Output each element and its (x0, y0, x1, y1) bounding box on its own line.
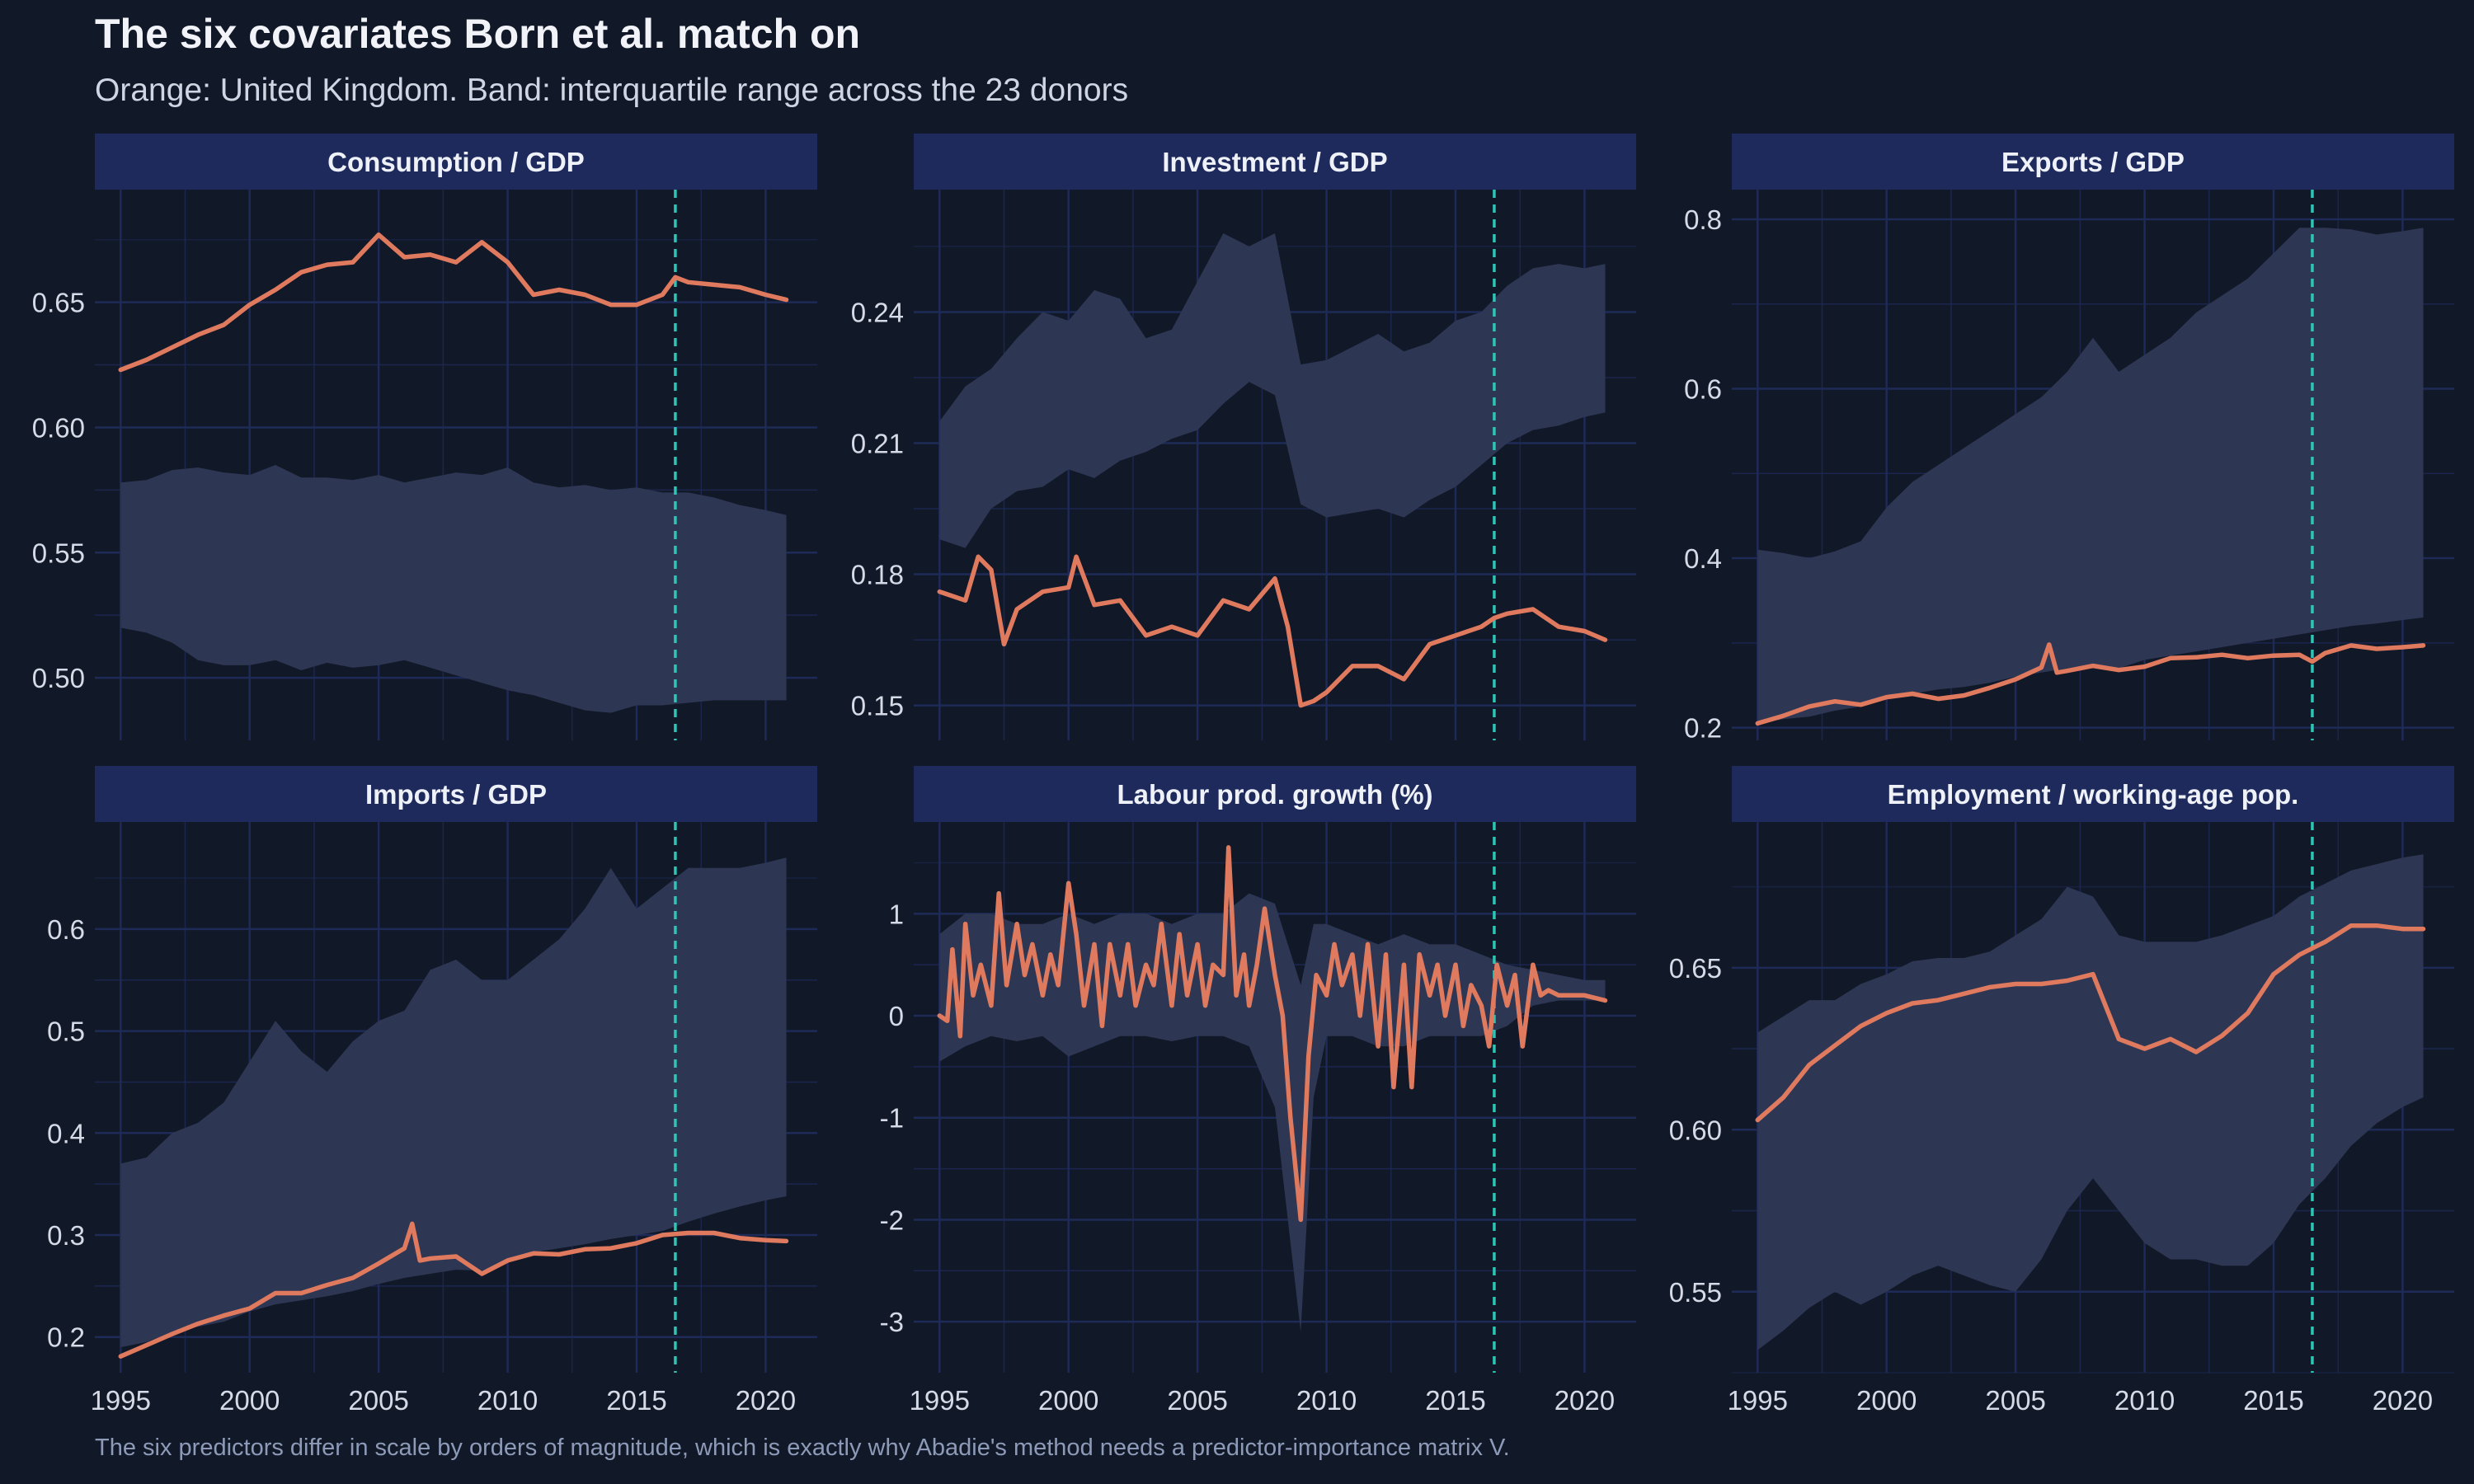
panel-title: Labour prod. growth (%) (1117, 779, 1432, 810)
x-tick-label: 2000 (1038, 1385, 1098, 1416)
x-tick-label: 2005 (1985, 1385, 2045, 1416)
y-tick-label: 0 (889, 1001, 904, 1031)
y-tick-label: 0.3 (47, 1220, 85, 1251)
panel-strip (95, 766, 817, 822)
x-tick-label: 2020 (1554, 1385, 1615, 1416)
y-tick-label: 0.65 (32, 288, 85, 318)
y-tick-label: 0.15 (851, 691, 904, 721)
panel-title: Exports / GDP (2001, 147, 2185, 177)
iqr-band (120, 857, 787, 1348)
panel-4: Labour prod. growth (%) -3 -2 -1 0 1 1995 2000 2… (880, 766, 1636, 1416)
x-tick-label: 2015 (1425, 1385, 1485, 1416)
panel-2: Exports / GDP 0.2 0.4 0.6 0.8 (1684, 134, 2454, 744)
x-tick-label: 2020 (736, 1385, 796, 1416)
uk-series-line (1755, 923, 2426, 1123)
y-tick-label: 0.21 (851, 428, 904, 458)
uk-series-line (118, 1221, 789, 1359)
y-tick-label: 0.2 (1684, 713, 1722, 744)
x-tick-label: 2010 (2114, 1385, 2175, 1416)
iqr-band (939, 233, 1606, 548)
panel-strip (1732, 766, 2454, 822)
panel-strip (1732, 134, 2454, 190)
chart-subtitle: Orange: United Kingdom. Band: interquart… (95, 73, 1129, 108)
y-tick-label: 0.50 (32, 663, 85, 693)
x-tick-label: 1995 (91, 1385, 151, 1416)
y-tick-label: 0.2 (47, 1322, 85, 1353)
x-tick-label: 2020 (2373, 1385, 2433, 1416)
iqr-band (120, 465, 787, 713)
panel-title: Consumption / GDP (327, 147, 585, 177)
panel-3: Imports / GDP 0.2 0.3 0.4 0.5 0.6 1995 2000 2005… (47, 766, 817, 1416)
x-tick-label: 1995 (1728, 1385, 1788, 1416)
panel-strip (914, 766, 1636, 822)
y-tick-label: 0.5 (47, 1017, 85, 1047)
iqr-band (1757, 854, 2424, 1350)
y-tick-label: 0.55 (32, 538, 85, 568)
panel-strip (95, 134, 817, 190)
y-tick-label: -1 (880, 1103, 904, 1134)
chart-caption: The six predictors differ in scale by or… (95, 1435, 1510, 1461)
x-tick-label: 1995 (910, 1385, 970, 1416)
y-tick-label: -3 (880, 1307, 904, 1337)
y-tick-label: 0.8 (1684, 204, 1722, 235)
panel-strip (914, 134, 1636, 190)
uk-series-line (937, 845, 1608, 1223)
panel-1: Investment / GDP 0.15 0.18 0.21 0.24 (851, 134, 1636, 740)
y-tick-label: 0.4 (47, 1118, 85, 1148)
chart-title: The six covariates Born et al. match on (95, 11, 861, 57)
panel-0: Consumption / GDP 0.50 0.55 0.60 0.65 (32, 134, 817, 740)
y-tick-label: 0.60 (1669, 1115, 1722, 1145)
y-tick-label: 0.6 (47, 914, 85, 945)
panel-5: Employment / working-age pop. 0.55 0.60 0.6… (1669, 766, 2454, 1416)
uk-series-line (937, 554, 1608, 708)
y-tick-label: 0.55 (1669, 1277, 1722, 1308)
panel-title: Employment / working-age pop. (1888, 779, 2299, 810)
y-tick-label: 0.18 (851, 560, 904, 590)
x-tick-label: 2015 (2243, 1385, 2303, 1416)
iqr-band (1757, 228, 2424, 724)
y-tick-label: 0.65 (1669, 953, 1722, 984)
y-tick-label: 0.60 (32, 412, 85, 443)
x-tick-label: 2005 (348, 1385, 408, 1416)
x-tick-label: 2010 (1296, 1385, 1357, 1416)
x-tick-label: 2000 (1856, 1385, 1917, 1416)
y-tick-label: 0.6 (1684, 374, 1722, 405)
x-tick-label: 2005 (1167, 1385, 1227, 1416)
uk-series-line (1755, 642, 2426, 726)
uk-series-line (118, 232, 789, 373)
y-tick-label: -2 (880, 1205, 904, 1235)
y-tick-label: 1 (889, 899, 904, 929)
x-tick-label: 2010 (477, 1385, 538, 1416)
panel-title: Investment / GDP (1162, 147, 1387, 177)
x-tick-label: 2000 (219, 1385, 280, 1416)
y-tick-label: 0.24 (851, 297, 904, 327)
panel-title: Imports / GDP (365, 779, 547, 810)
y-tick-label: 0.4 (1684, 543, 1722, 574)
x-tick-label: 2015 (606, 1385, 666, 1416)
